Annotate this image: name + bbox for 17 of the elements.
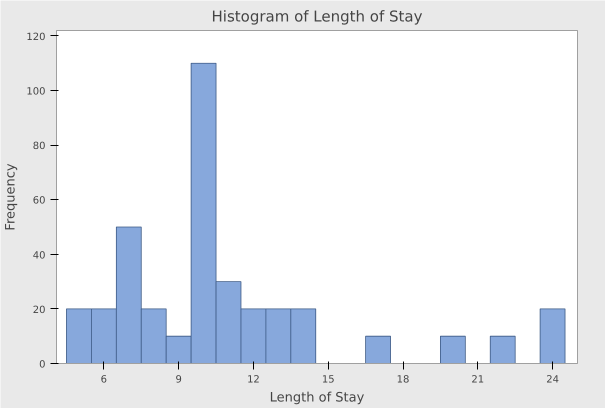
y-tick-label: 100 <box>26 86 46 98</box>
chart-title: Histogram of Length of Stay <box>211 8 423 26</box>
y-tick-label: 20 <box>32 304 46 316</box>
y-tick-label: 40 <box>32 250 46 262</box>
y-tick-label: 120 <box>26 32 46 43</box>
x-tick-label: 21 <box>471 374 484 386</box>
x-tick-label: 9 <box>175 374 182 386</box>
x-tick-label: 24 <box>546 374 559 386</box>
x-tick-label: 6 <box>100 374 108 386</box>
y-axis-title: Frequency <box>3 163 18 231</box>
x-tick-label: 12 <box>247 374 260 386</box>
y-tick-label: 60 <box>32 196 46 207</box>
x-tick-label: 15 <box>322 374 335 386</box>
y-tick-label: 0 <box>39 360 46 370</box>
x-tick-label: 18 <box>396 374 410 386</box>
x-axis-title: Length of Stay <box>270 390 365 406</box>
y-tick-label: 80 <box>32 141 46 152</box>
